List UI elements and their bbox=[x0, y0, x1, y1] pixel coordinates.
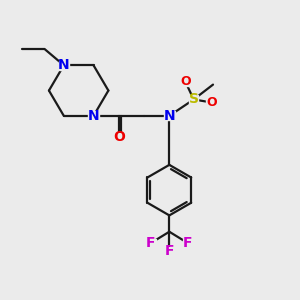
Text: O: O bbox=[113, 130, 125, 144]
Text: F: F bbox=[183, 236, 193, 250]
Text: F: F bbox=[146, 236, 156, 250]
Bar bbox=[180, 77, 190, 86]
Text: O: O bbox=[206, 96, 217, 109]
Bar bbox=[164, 247, 175, 256]
Bar bbox=[146, 238, 156, 247]
Bar bbox=[58, 61, 69, 70]
Text: N: N bbox=[164, 109, 175, 123]
Bar bbox=[88, 111, 99, 120]
Bar bbox=[164, 111, 175, 120]
Text: N: N bbox=[58, 58, 70, 72]
Text: O: O bbox=[180, 75, 191, 88]
Text: F: F bbox=[165, 244, 174, 258]
Bar bbox=[206, 98, 217, 107]
Bar bbox=[114, 133, 124, 142]
Bar bbox=[189, 95, 198, 104]
Text: N: N bbox=[88, 109, 99, 123]
Bar bbox=[182, 238, 193, 247]
Text: S: S bbox=[189, 92, 199, 106]
